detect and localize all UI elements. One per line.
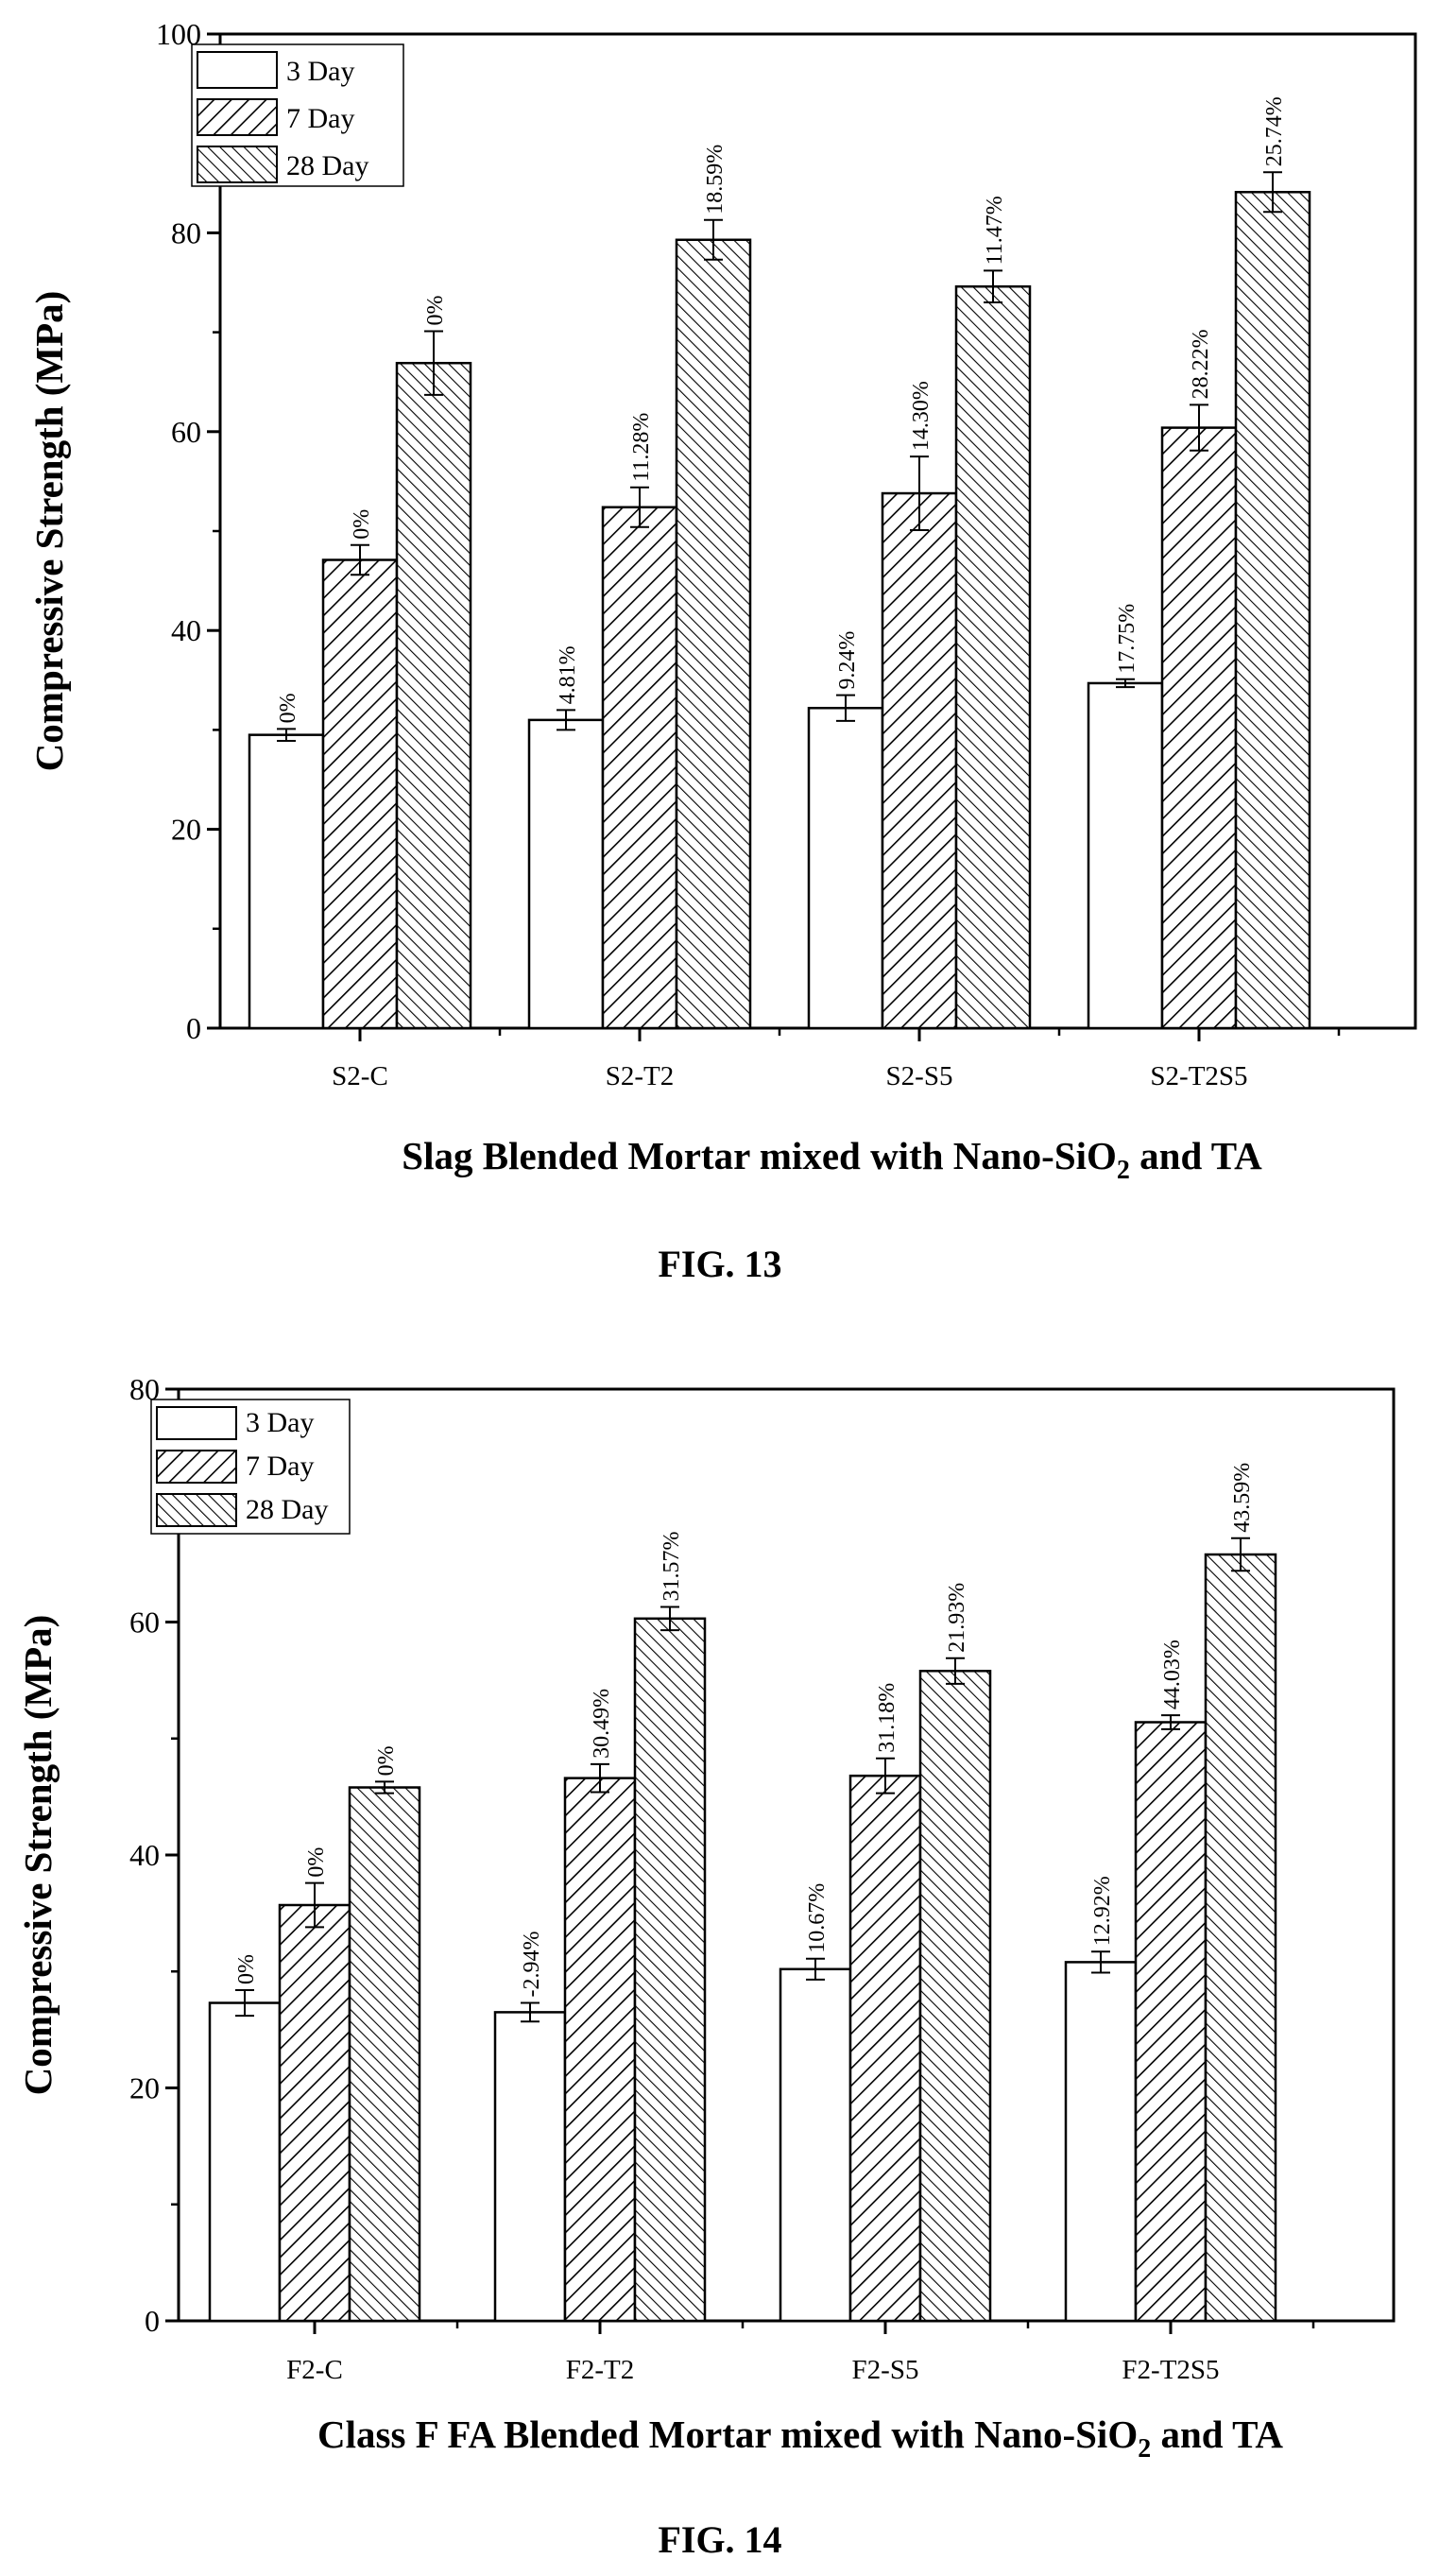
- bar-group: 0% 4.81% 9.24% 17.75% 0% 11.28% 14.30% 28.22% 0%…: [248, 96, 1311, 1030]
- data-label: 31.18%: [875, 1683, 899, 1753]
- x-axis-label-main: Slag Blended Mortar mixed with Nano-SiO: [402, 1134, 1117, 1177]
- bar: [954, 284, 1032, 1030]
- y-tick-label: 20: [171, 813, 201, 847]
- bar: [675, 238, 752, 1030]
- data-label: 14.30%: [909, 381, 934, 451]
- y-tick-label: 60: [171, 415, 201, 449]
- legend-entry: 3 Day: [286, 56, 354, 87]
- x-tick-label: S2-C: [332, 1061, 388, 1091]
- bar: [348, 1786, 421, 2323]
- data-label: 18.59%: [703, 145, 728, 215]
- bar: [1160, 426, 1238, 1030]
- y-tick-label: 20: [129, 2071, 160, 2105]
- bar: [278, 1903, 351, 2323]
- y-axis-label: Compressive Strength (MPa): [27, 291, 71, 772]
- x-tick-label: F2-S5: [852, 2355, 919, 2385]
- bar: [493, 2011, 567, 2323]
- legend-entry: 28 Day: [286, 150, 368, 181]
- legend-swatch: [156, 1493, 237, 1527]
- y-tick-label: 40: [129, 1838, 160, 1872]
- data-label: 0%: [423, 296, 448, 326]
- data-label: 4.81%: [556, 645, 580, 704]
- bar: [1064, 1961, 1138, 2323]
- bar: [918, 1670, 992, 2323]
- bar: [807, 707, 884, 1030]
- bar: [1234, 191, 1311, 1030]
- bar: [321, 558, 399, 1030]
- x-axis: S2-C S2-T2 S2-S5 S2-T2S5: [332, 1028, 1341, 1091]
- bar: [563, 1777, 637, 2323]
- legend-swatch: [156, 1450, 237, 1484]
- legend-swatch: [156, 1406, 237, 1440]
- legend-entry: 3 Day: [246, 1407, 314, 1438]
- data-label: 25.74%: [1262, 96, 1287, 166]
- bar: [395, 361, 472, 1030]
- data-label: 10.67%: [805, 1883, 830, 1953]
- y-tick-label: 60: [129, 1606, 160, 1640]
- data-label: 21.93%: [945, 1583, 969, 1653]
- bar: [527, 718, 605, 1030]
- x-axis-label-subscript: 2: [1117, 1156, 1130, 1185]
- x-axis: F2-C F2-T2 F2-S5 F2-T2S5: [286, 2321, 1315, 2385]
- data-label: 0%: [374, 1745, 399, 1776]
- data-label: 43.59%: [1230, 1463, 1255, 1533]
- x-axis-label-main: Class F FA Blended Mortar mixed with Nan…: [317, 2413, 1138, 2456]
- legend-swatch: [197, 98, 278, 136]
- x-tick-label: F2-T2S5: [1122, 2355, 1219, 2385]
- figure-label: FIG. 13: [658, 1243, 781, 1285]
- bar: [848, 1774, 922, 2323]
- data-label: 28.22%: [1189, 329, 1213, 399]
- data-label: -2.94%: [520, 1932, 544, 1998]
- bar: [601, 506, 678, 1030]
- data-label: 30.49%: [590, 1689, 614, 1759]
- data-label: 44.03%: [1160, 1640, 1185, 1709]
- bar: [1134, 1721, 1208, 2323]
- bar: [779, 1967, 852, 2323]
- legend-entry: 7 Day: [246, 1451, 314, 1482]
- data-label: 31.57%: [660, 1531, 684, 1601]
- bar-group: 0% -2.94% 10.67% 12.92% 0% 30.49% 31.18% 44.03%…: [208, 1463, 1277, 2323]
- data-label: 0%: [350, 509, 374, 540]
- data-label: 11.28%: [629, 413, 654, 482]
- y-tick-label: 80: [171, 215, 201, 249]
- data-label: 17.75%: [1115, 604, 1139, 674]
- x-tick-label: S2-T2: [606, 1061, 675, 1091]
- x-tick-label: S2-S5: [886, 1061, 953, 1091]
- x-tick-label: S2-T2S5: [1150, 1061, 1247, 1091]
- bar: [633, 1617, 707, 2323]
- x-axis-label: Slag Blended Mortar mixed with Nano-SiO2…: [402, 1134, 1262, 1185]
- bar: [1087, 681, 1164, 1030]
- x-axis-label-tail: and TA: [1130, 1134, 1262, 1177]
- legend-entry: 7 Day: [286, 103, 354, 134]
- data-label: 9.24%: [835, 631, 860, 690]
- bar: [248, 733, 325, 1030]
- x-axis-label-subscript: 2: [1138, 2434, 1151, 2464]
- data-label: 11.47%: [983, 196, 1007, 265]
- legend: 3 Day 7 Day 28 Day: [191, 43, 404, 187]
- data-label: 0%: [234, 1954, 259, 1984]
- y-tick-label: 0: [186, 1011, 201, 1045]
- y-tick-label: 40: [171, 613, 201, 647]
- legend-entry: 28 Day: [246, 1494, 328, 1525]
- x-axis-label: Class F FA Blended Mortar mixed with Nan…: [317, 2413, 1283, 2464]
- figure-label: FIG. 14: [658, 2518, 781, 2561]
- bar: [1204, 1553, 1277, 2323]
- legend: 3 Day 7 Day 28 Day: [150, 1399, 351, 1535]
- bar: [208, 2001, 282, 2323]
- legend-swatch: [197, 146, 278, 183]
- chart-fig14: 0% -2.94% 10.67% 12.92% 0% 30.49% 31.18% 44.03%…: [16, 1372, 1396, 2561]
- x-tick-label: F2-C: [286, 2355, 343, 2385]
- x-tick-label: F2-T2: [566, 2355, 635, 2385]
- y-axis-label: Compressive Strength (MPa): [16, 1615, 60, 2096]
- legend-swatch: [197, 51, 278, 89]
- data-label: 0%: [304, 1847, 329, 1878]
- chart-fig13: 0% 4.81% 9.24% 17.75% 0% 11.28% 14.30% 28.22% 0%…: [27, 17, 1417, 1285]
- data-label: 12.92%: [1090, 1876, 1115, 1946]
- y-tick-label: 0: [145, 2304, 160, 2338]
- x-axis-label-tail: and TA: [1151, 2413, 1283, 2456]
- data-label: 0%: [276, 693, 300, 723]
- bar: [881, 491, 958, 1030]
